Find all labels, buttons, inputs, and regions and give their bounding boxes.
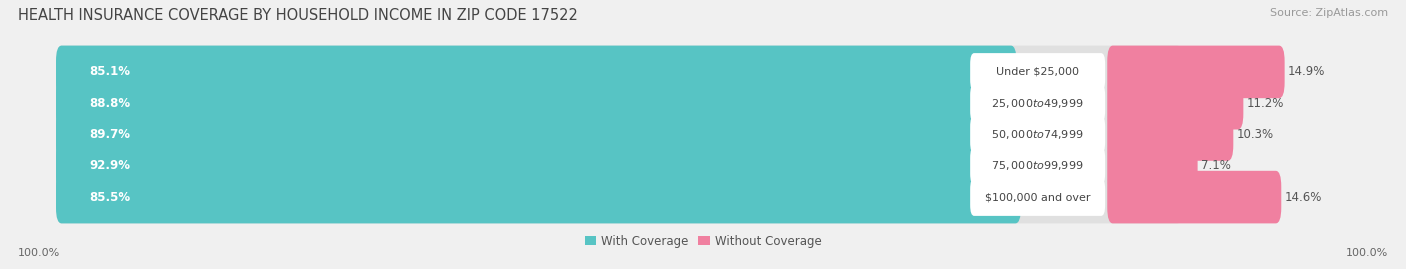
FancyBboxPatch shape bbox=[56, 108, 1067, 161]
FancyBboxPatch shape bbox=[1108, 46, 1285, 98]
Text: $50,000 to $74,999: $50,000 to $74,999 bbox=[991, 128, 1084, 141]
FancyBboxPatch shape bbox=[1108, 77, 1243, 129]
FancyBboxPatch shape bbox=[56, 46, 1017, 98]
Text: Source: ZipAtlas.com: Source: ZipAtlas.com bbox=[1270, 8, 1388, 18]
Text: 10.3%: 10.3% bbox=[1237, 128, 1274, 141]
Text: 100.0%: 100.0% bbox=[1346, 248, 1388, 258]
FancyBboxPatch shape bbox=[56, 46, 1182, 98]
Text: 100.0%: 100.0% bbox=[18, 248, 60, 258]
Text: $100,000 and over: $100,000 and over bbox=[984, 192, 1091, 202]
Text: 14.9%: 14.9% bbox=[1288, 65, 1326, 78]
Text: Under $25,000: Under $25,000 bbox=[997, 67, 1080, 77]
Text: $75,000 to $99,999: $75,000 to $99,999 bbox=[991, 159, 1084, 172]
FancyBboxPatch shape bbox=[56, 140, 1182, 192]
Text: $25,000 to $49,999: $25,000 to $49,999 bbox=[991, 97, 1084, 110]
FancyBboxPatch shape bbox=[970, 53, 1105, 91]
Text: 11.2%: 11.2% bbox=[1247, 97, 1284, 110]
Text: 89.7%: 89.7% bbox=[90, 128, 131, 141]
FancyBboxPatch shape bbox=[56, 108, 1182, 161]
FancyBboxPatch shape bbox=[970, 178, 1105, 216]
FancyBboxPatch shape bbox=[970, 84, 1105, 122]
Text: 88.8%: 88.8% bbox=[90, 97, 131, 110]
FancyBboxPatch shape bbox=[1108, 140, 1198, 192]
FancyBboxPatch shape bbox=[56, 77, 1182, 129]
FancyBboxPatch shape bbox=[56, 171, 1182, 223]
Text: 92.9%: 92.9% bbox=[90, 159, 131, 172]
Legend: With Coverage, Without Coverage: With Coverage, Without Coverage bbox=[579, 230, 827, 253]
FancyBboxPatch shape bbox=[1108, 171, 1281, 223]
FancyBboxPatch shape bbox=[56, 171, 1021, 223]
FancyBboxPatch shape bbox=[56, 77, 1057, 129]
Text: 14.6%: 14.6% bbox=[1285, 191, 1322, 204]
Text: 85.1%: 85.1% bbox=[90, 65, 131, 78]
Text: HEALTH INSURANCE COVERAGE BY HOUSEHOLD INCOME IN ZIP CODE 17522: HEALTH INSURANCE COVERAGE BY HOUSEHOLD I… bbox=[18, 8, 578, 23]
FancyBboxPatch shape bbox=[970, 116, 1105, 153]
FancyBboxPatch shape bbox=[1108, 108, 1233, 161]
Text: 85.5%: 85.5% bbox=[90, 191, 131, 204]
FancyBboxPatch shape bbox=[56, 140, 1104, 192]
FancyBboxPatch shape bbox=[970, 147, 1105, 185]
Text: 7.1%: 7.1% bbox=[1201, 159, 1230, 172]
